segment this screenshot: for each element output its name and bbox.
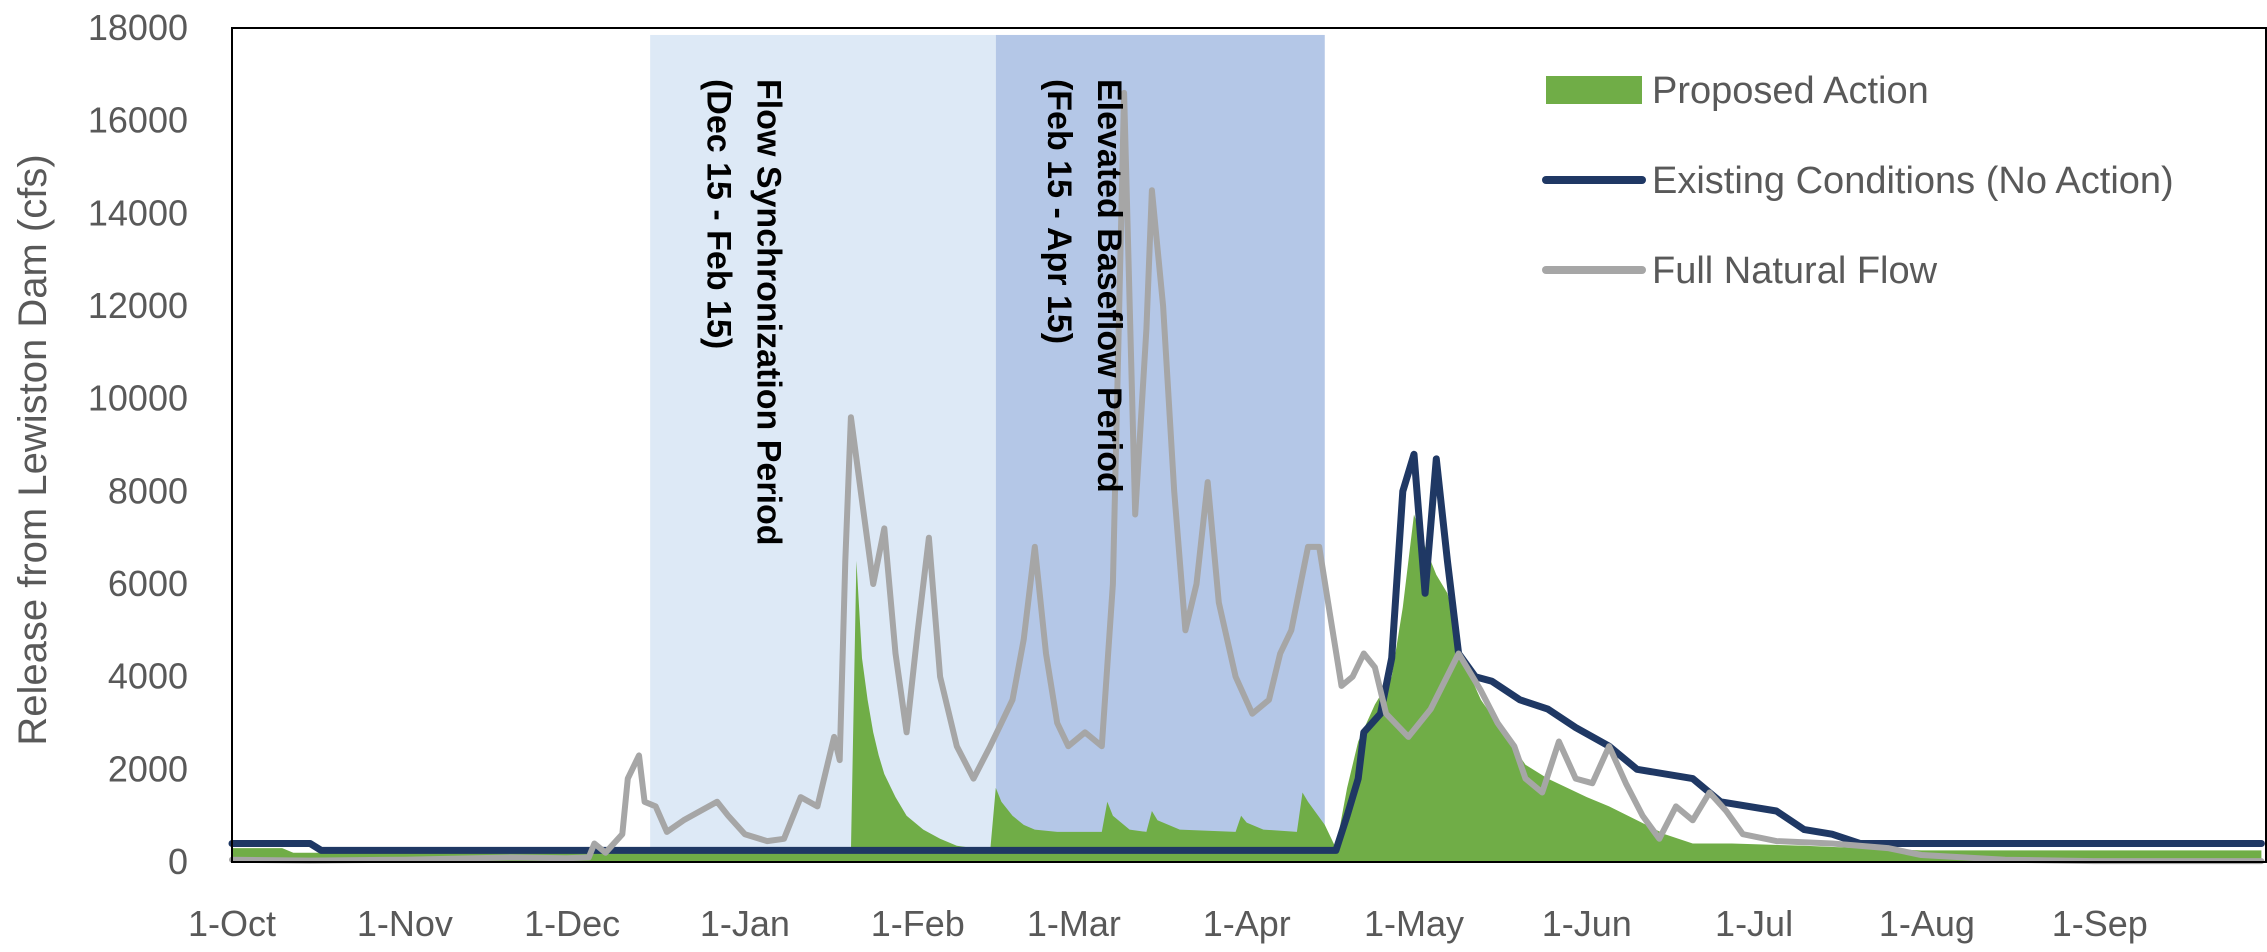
y-tick-label: 14000 xyxy=(88,192,188,233)
legend-label-1: Proposed Action xyxy=(1652,70,1929,112)
x-tick-label: 1-Jan xyxy=(700,903,790,944)
y-tick-label: 12000 xyxy=(88,285,188,326)
shaded-period-1 xyxy=(650,34,996,862)
legend-label-2: Existing Conditions (No Action) xyxy=(1652,160,2174,202)
x-axis-ticks: 1-Oct 1-Nov 1-Dec 1-Jan 1-Feb 1-Mar 1-Apr 1-May… xyxy=(188,903,2148,944)
shaded-period-2 xyxy=(995,34,1325,862)
x-tick-label: 1-Jun xyxy=(1542,903,1632,944)
x-tick-label: 1-Apr xyxy=(1203,903,1291,944)
series-lines-layer xyxy=(228,89,2265,865)
legend-label-3: Full Natural Flow xyxy=(1652,250,1938,292)
y-tick-label: 2000 xyxy=(108,748,188,789)
y-tick-label: 16000 xyxy=(88,100,188,141)
period-labels: Flow Synchronization Period (Dec 15 - Feb… xyxy=(699,79,1127,546)
legend: Proposed Action Existing Conditions (No A… xyxy=(1542,70,2174,292)
y-tick-label: 4000 xyxy=(108,656,188,697)
y-tick-label: 18000 xyxy=(88,7,188,48)
x-tick-label: 1-Dec xyxy=(524,903,620,944)
shaded-period-2-dates: (Feb 15 - Apr 15) xyxy=(1040,79,1078,344)
x-tick-label: 1-Mar xyxy=(1027,903,1121,944)
y-tick-label: 6000 xyxy=(108,563,188,604)
y-tick-label: 10000 xyxy=(88,378,188,419)
plot-frame xyxy=(231,27,2267,863)
shaded-periods xyxy=(650,34,1325,862)
y-tick-label: 0 xyxy=(168,841,188,882)
x-tick-label: 1-Jul xyxy=(1715,903,1793,944)
y-axis-ticks: 0 2000 4000 6000 8000 10000 12000 14000 16000 180… xyxy=(88,7,188,882)
x-tick-label: 1-Sep xyxy=(2052,903,2148,944)
legend-swatch-1 xyxy=(1546,76,1642,104)
y-tick-label: 8000 xyxy=(108,470,188,511)
x-tick-label: 1-Oct xyxy=(188,903,276,944)
series-3-line xyxy=(229,89,2265,865)
shaded-period-1-dates: (Dec 15 - Feb 15) xyxy=(699,79,737,349)
x-tick-label: 1-Aug xyxy=(1879,903,1975,944)
x-tick-label: 1-Feb xyxy=(871,903,965,944)
shaded-period-2-label: Elevated Baseflow Period xyxy=(1090,79,1128,493)
y-axis-title: Release from Lewiston Dam (cfs) xyxy=(11,154,55,745)
x-tick-label: 1-Nov xyxy=(357,903,453,944)
shaded-period-1-label: Flow Synchronization Period xyxy=(749,79,787,546)
x-tick-label: 1-May xyxy=(1364,903,1464,944)
